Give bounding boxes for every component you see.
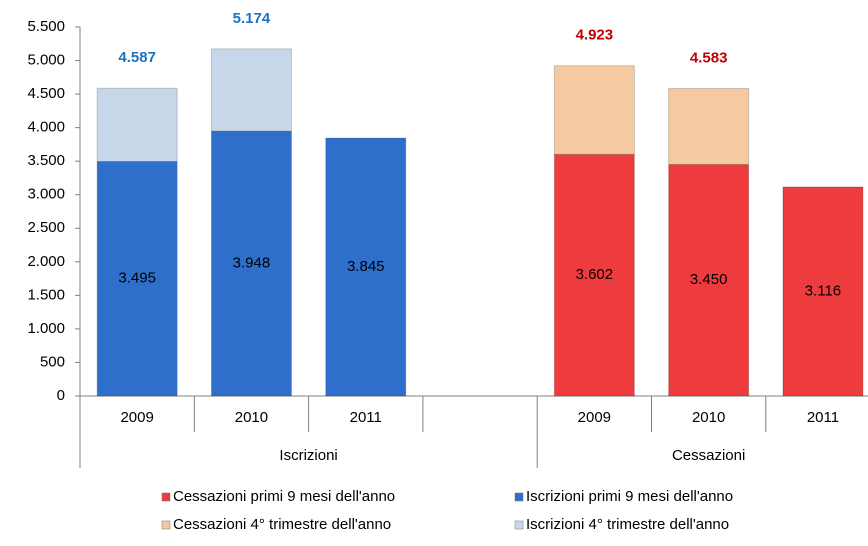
- y-tick-label: 1.000: [27, 320, 65, 337]
- y-tick-label: 3.500: [27, 152, 65, 169]
- legend-swatch: [161, 520, 171, 530]
- data-label: 3.948: [233, 255, 271, 272]
- y-tick-label: 1.500: [27, 286, 65, 303]
- y-tick-label: 5.000: [27, 52, 65, 69]
- legend-label: Cessazioni 4° trimestre dell'anno: [173, 516, 391, 533]
- total-label: 4.587: [118, 49, 156, 66]
- x-tick-label: 2009: [120, 409, 153, 426]
- legend-label: Iscrizioni 4° trimestre dell'anno: [526, 516, 729, 533]
- x-tick-label: 2011: [350, 409, 382, 426]
- bar-segment: [96, 87, 178, 163]
- bar-segment: [668, 88, 750, 166]
- bar-segment: [210, 48, 292, 132]
- y-tick-label: 500: [40, 353, 65, 370]
- total-label: 5.174: [233, 10, 271, 27]
- legend-label: Cessazioni primi 9 mesi dell'anno: [173, 488, 395, 505]
- bar-segment: [553, 65, 635, 155]
- data-label: 3.450: [690, 271, 728, 288]
- group-label: Cessazioni: [672, 447, 745, 464]
- group-label: Iscrizioni: [279, 447, 337, 464]
- y-tick-label: 4.500: [27, 85, 65, 102]
- legend-swatch: [161, 492, 171, 502]
- x-tick-label: 2009: [578, 409, 611, 426]
- legend-label: Iscrizioni primi 9 mesi dell'anno: [526, 488, 733, 505]
- x-tick-label: 2010: [235, 409, 268, 426]
- data-label: 3.495: [118, 270, 156, 287]
- y-tick-label: 5.500: [27, 18, 65, 35]
- bar-segment: [668, 164, 750, 397]
- x-tick-label: 2010: [692, 409, 725, 426]
- data-label: 3.116: [805, 282, 841, 299]
- legend-swatch: [514, 492, 524, 502]
- y-tick-label: 0: [57, 387, 65, 404]
- y-tick-label: 2.500: [27, 219, 65, 236]
- data-label: 3.845: [347, 258, 385, 275]
- y-tick-label: 2.000: [27, 253, 65, 270]
- data-label: 3.602: [576, 266, 614, 283]
- bar-segment: [553, 153, 635, 397]
- legend-swatch: [514, 520, 524, 530]
- bar-segment: [325, 137, 407, 397]
- x-tick-label: 2011: [807, 409, 839, 426]
- total-label: 4.923: [576, 27, 614, 44]
- bar-segment: [210, 130, 292, 397]
- bar-segment: [782, 186, 864, 397]
- y-tick-label: 3.000: [27, 186, 65, 203]
- total-label: 4.583: [690, 49, 728, 66]
- y-tick-label: 4.000: [27, 119, 65, 136]
